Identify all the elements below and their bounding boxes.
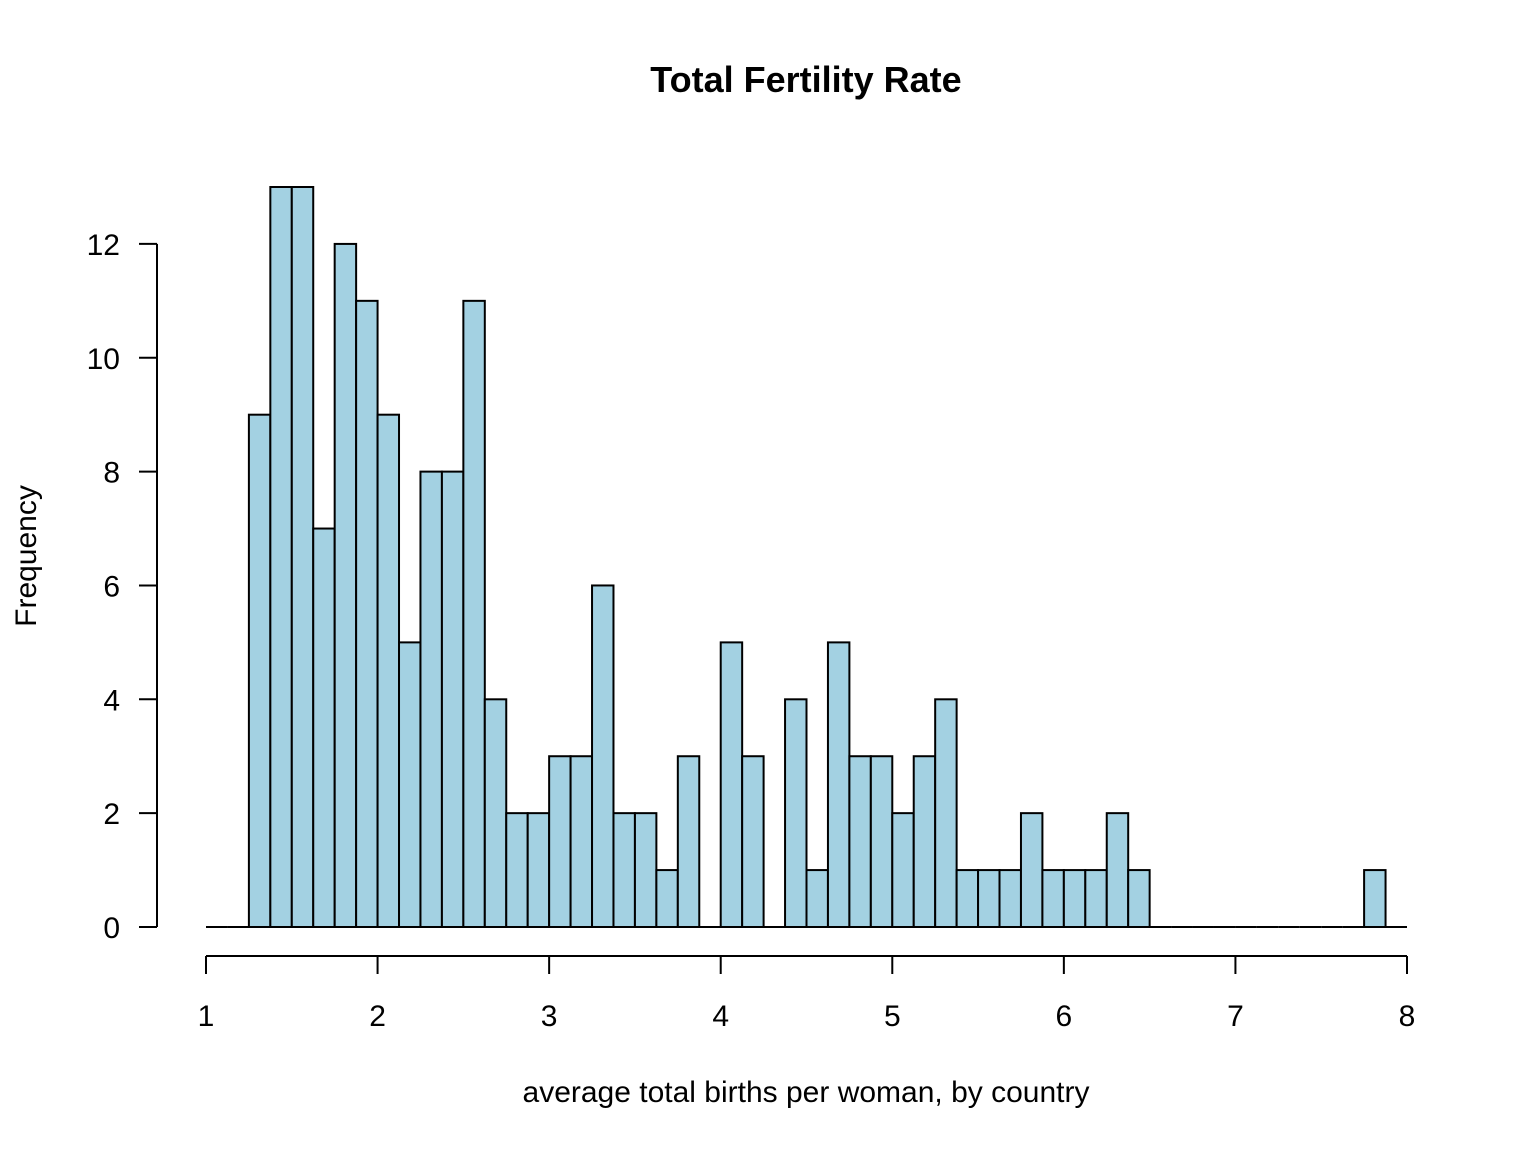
histogram-bar — [269, 186, 293, 928]
x-axis-tick-label: 3 — [541, 1000, 558, 1033]
histogram-bar — [526, 812, 551, 929]
histogram-bar — [333, 242, 358, 928]
histogram-bar — [869, 755, 894, 928]
histogram-bar — [955, 869, 980, 928]
y-axis-tick-label: 2 — [103, 798, 120, 831]
histogram-bar — [376, 413, 401, 928]
x-axis-tick-label: 1 — [198, 1000, 215, 1033]
histogram-bar — [483, 698, 508, 928]
histogram-bar — [398, 641, 422, 929]
y-axis-tick-label: 0 — [103, 912, 120, 945]
x-axis-label: average total births per woman, by count… — [523, 1076, 1090, 1109]
histogram-bar — [440, 470, 465, 928]
histogram-bar — [805, 869, 829, 928]
histogram-bar — [741, 755, 765, 928]
x-axis-tick-label: 8 — [1399, 1000, 1416, 1033]
histogram-bar — [826, 641, 851, 929]
histogram-bar — [612, 812, 636, 929]
histogram-bar — [548, 755, 572, 928]
chart-title: Total Fertility Rate — [650, 59, 961, 100]
histogram-bar — [1019, 812, 1044, 929]
histogram-bar — [355, 299, 379, 929]
y-axis-tick-label: 12 — [87, 229, 120, 262]
histogram-bar — [1105, 812, 1130, 929]
histogram-bar — [1127, 869, 1151, 928]
histogram-bar — [505, 812, 529, 929]
histogram-bar — [633, 812, 658, 929]
y-axis-tick-label: 4 — [103, 684, 120, 717]
x-axis-tick-label: 5 — [884, 1000, 901, 1033]
histogram-bar — [891, 812, 915, 929]
histogram-bar — [462, 299, 486, 929]
histogram-bar — [676, 755, 701, 928]
histogram-bar — [312, 527, 336, 928]
y-axis-tick-label: 8 — [103, 457, 120, 490]
histogram-bar — [998, 869, 1022, 928]
x-axis-tick-label: 2 — [369, 1000, 386, 1033]
histogram-bar — [934, 698, 958, 928]
histogram-bar — [848, 755, 872, 928]
histogram-bar — [1363, 869, 1387, 928]
histogram-bar — [1084, 869, 1108, 928]
x-axis-tick-label: 7 — [1227, 1000, 1244, 1033]
histogram-bar — [912, 755, 937, 928]
x-axis-tick-label: 6 — [1056, 1000, 1073, 1033]
histogram-bar — [419, 470, 443, 928]
x-axis: 1 2 3 4 5 6 7 8 — [198, 955, 1416, 1033]
bars-layer — [206, 186, 1407, 929]
y-axis: 0 2 4 6 8 10 12 — [87, 229, 158, 945]
histogram-bar — [569, 755, 594, 928]
histogram-bar — [655, 869, 679, 928]
histogram-bar — [784, 698, 808, 928]
y-axis-tick-label: 10 — [87, 343, 120, 376]
y-axis-tick-label: 6 — [103, 570, 120, 603]
histogram-bar — [719, 641, 744, 929]
histogram-bar — [290, 186, 315, 928]
histogram-bar — [977, 869, 1001, 928]
y-axis-label: Frequency — [10, 485, 43, 627]
x-axis-tick-label: 4 — [712, 1000, 729, 1033]
histogram-bar — [591, 584, 615, 928]
histogram-bar — [1041, 869, 1065, 928]
histogram-bar — [247, 413, 272, 928]
histogram-bar — [1062, 869, 1087, 928]
